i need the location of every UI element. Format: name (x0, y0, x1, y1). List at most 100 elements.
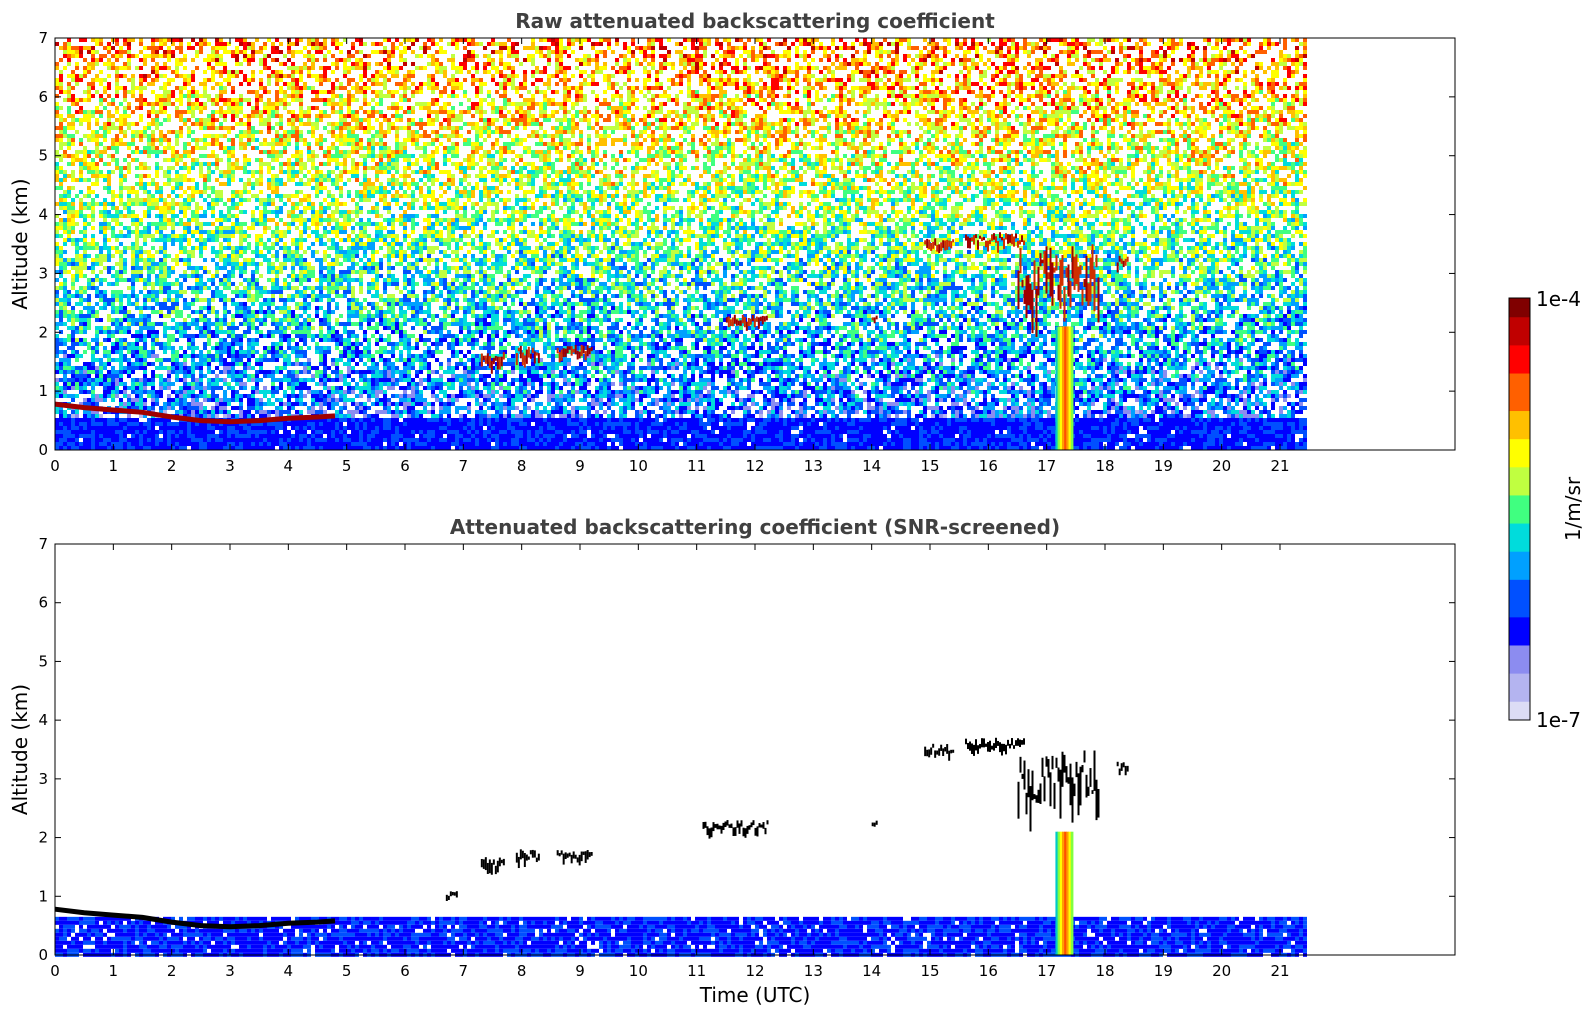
x-tick-label: 4 (284, 457, 294, 475)
x-tick-label: 2 (167, 457, 177, 475)
cloud-feature (515, 849, 540, 869)
y-axis: 0 1 2 3 4 5 6 7 (38, 535, 1455, 964)
chart-title: Raw attenuated backscattering coefficien… (515, 9, 995, 33)
y-tick-label: 7 (38, 29, 48, 47)
x-tick-label: 20 (1212, 962, 1231, 980)
colorbar-segment (1509, 363, 1530, 374)
x-tick-label: 0 (50, 457, 60, 475)
colorbar-segment (1509, 598, 1530, 608)
y-tick-label: 5 (38, 147, 48, 165)
x-tick-label: 15 (920, 962, 939, 980)
colorbar-segment (1509, 541, 1530, 552)
x-tick-label: 19 (1154, 457, 1173, 475)
colorbar-segment (1509, 344, 1530, 355)
x-axis: 0 1 2 3 4 5 6 7 8 9 10 11 12 13 14 15 16 17 18 19 20 21 (50, 544, 1290, 980)
x-tick-label: 20 (1212, 457, 1231, 475)
x-tick-label: 2 (167, 962, 177, 980)
x-tick-label: 17 (1037, 457, 1056, 475)
y-tick-label: 1 (38, 382, 48, 400)
colorbar-frame (1508, 297, 1531, 721)
x-tick-label: 5 (342, 457, 352, 475)
colorbar-segment (1509, 691, 1530, 702)
x-tick-label: 17 (1037, 962, 1056, 980)
x-tick-label: 16 (979, 962, 998, 980)
colorbar-segment (1509, 298, 1530, 308)
colorbar-segment (1509, 373, 1530, 383)
x-tick-label: 10 (629, 457, 648, 475)
colorbar-segment (1509, 335, 1530, 346)
x-tick-label: 5 (342, 962, 352, 980)
cloud-feature (480, 857, 505, 875)
colorbar-segment (1509, 551, 1530, 562)
raw-backscatter-panel: Raw attenuated backscattering coefficien… (8, 9, 1456, 475)
colorbar-segment (1509, 673, 1530, 683)
cloud-feature (965, 232, 1025, 253)
colorbar-segment (1509, 626, 1530, 637)
cloud-feature (924, 238, 955, 254)
plot-frame (54, 543, 1456, 956)
heatmap-image (55, 38, 1307, 450)
x-tick-label: 8 (517, 962, 527, 980)
colorbar-segment (1509, 644, 1530, 655)
x-tick-label: 3 (225, 457, 235, 475)
y-tick-label: 6 (38, 594, 48, 612)
y-tick-label: 2 (38, 323, 48, 341)
x-tick-label: 15 (920, 457, 939, 475)
colorbar-segment (1509, 354, 1530, 365)
y-tick-label: 4 (38, 711, 48, 729)
colorbar-segment (1509, 401, 1530, 412)
colorbar-segment (1509, 635, 1530, 646)
x-tick-label: 21 (1270, 457, 1289, 475)
cloud-feature (1116, 255, 1129, 273)
colorbar-segment (1509, 429, 1530, 440)
boundary-layer-top (54, 401, 336, 425)
colorbar-min-label: 1e-7 (1536, 708, 1581, 732)
cloud-feature (515, 345, 540, 368)
cloud-feature (556, 344, 593, 363)
colorbar-segment (1509, 307, 1530, 318)
cloud-feature (1017, 750, 1100, 832)
x-tick-label: 7 (459, 962, 469, 980)
x-tick-label: 3 (225, 962, 235, 980)
boundary-layer-top (54, 906, 336, 930)
cloud-feature (702, 820, 769, 839)
colorbar-segment (1509, 588, 1530, 599)
x-tick-label: 13 (804, 457, 823, 475)
cloud-feature (445, 891, 458, 901)
x-tick-label: 4 (284, 962, 294, 980)
colorbar-segment (1509, 663, 1530, 674)
y-axis-label: Altitude (km) (8, 178, 32, 309)
colorbar-segment (1509, 569, 1530, 580)
colorbar-segment (1509, 523, 1530, 533)
cloud-feature (480, 352, 505, 374)
y-tick-label: 5 (38, 652, 48, 670)
x-tick-label: 12 (745, 962, 764, 980)
y-tick-label: 7 (38, 535, 48, 553)
x-tick-label: 14 (862, 457, 881, 475)
x-tick-label: 18 (1095, 962, 1114, 980)
colorbar-segment (1509, 438, 1530, 449)
plume-feature (1055, 831, 1074, 955)
colorbar-segment (1509, 532, 1530, 543)
x-tick-label: 1 (109, 457, 119, 475)
colorbar-segment (1509, 316, 1530, 327)
colorbar-segment (1509, 382, 1530, 393)
cloud-feature (556, 850, 593, 866)
x-tick-label: 8 (517, 457, 527, 475)
y-tick-label: 3 (38, 770, 48, 788)
y-tick-label: 3 (38, 264, 48, 282)
colorbar-segment (1509, 457, 1530, 468)
x-tick-label: 0 (50, 962, 60, 980)
cloud-feature (871, 315, 878, 324)
cloud-feature (924, 743, 955, 761)
chart-title: Attenuated backscattering coefficient (S… (450, 515, 1060, 539)
y-axis: 0 1 2 3 4 5 6 7 (38, 29, 1455, 459)
colorbar-segment (1509, 476, 1530, 487)
x-tick-label: 19 (1154, 962, 1173, 980)
colorbar-segment (1509, 419, 1530, 430)
x-axis-label: Time (UTC) (699, 983, 811, 1007)
x-tick-label: 6 (400, 457, 410, 475)
y-tick-label: 2 (38, 829, 48, 847)
cloud-feature (725, 314, 768, 331)
